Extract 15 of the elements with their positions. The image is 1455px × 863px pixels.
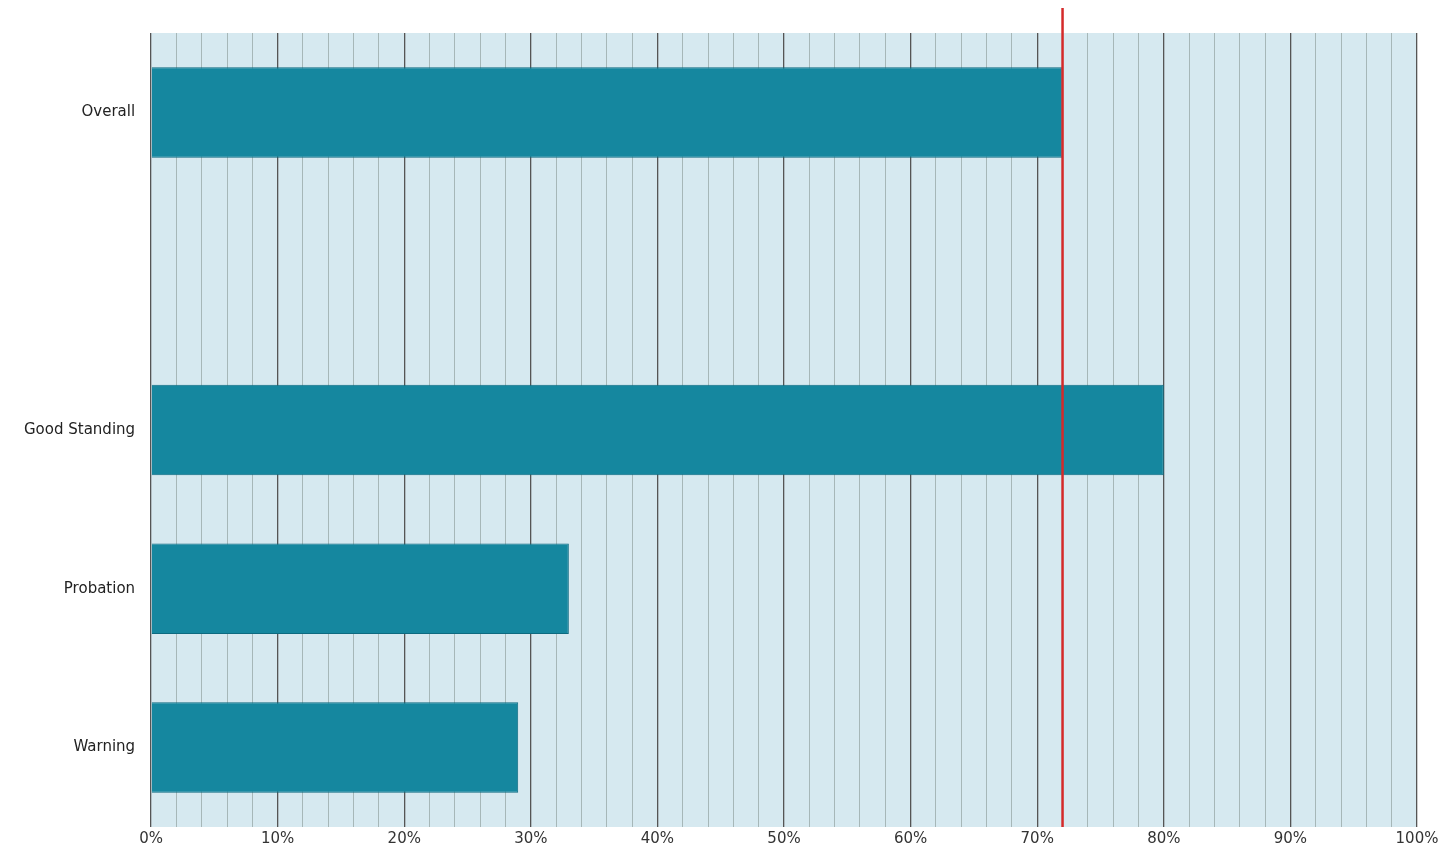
y-tick-label: Good Standing xyxy=(23,419,136,438)
x-tick-label: 0% xyxy=(139,828,163,847)
x-tick-label: 80% xyxy=(1147,828,1181,847)
x-tick-label: 90% xyxy=(1273,828,1308,847)
x-tick-label: 10% xyxy=(261,828,295,847)
x-tick-label: 40% xyxy=(640,828,675,847)
y-tick-label: Probation xyxy=(63,578,136,597)
x-tick-label: 60% xyxy=(893,828,928,847)
y-tick-label: Warning xyxy=(73,737,136,756)
x-tick-label: 100% xyxy=(1395,828,1439,847)
x-tick-label: 70% xyxy=(1020,828,1054,847)
y-tick-label: Overall xyxy=(81,102,136,121)
x-tick-label: 50% xyxy=(767,828,801,847)
x-tick-label: 30% xyxy=(514,828,548,847)
x-tick-label: 20% xyxy=(387,828,421,847)
